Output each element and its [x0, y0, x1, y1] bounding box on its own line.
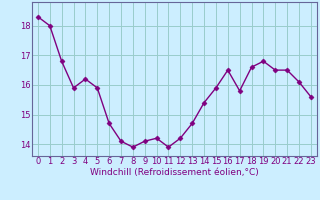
X-axis label: Windchill (Refroidissement éolien,°C): Windchill (Refroidissement éolien,°C)	[90, 168, 259, 177]
